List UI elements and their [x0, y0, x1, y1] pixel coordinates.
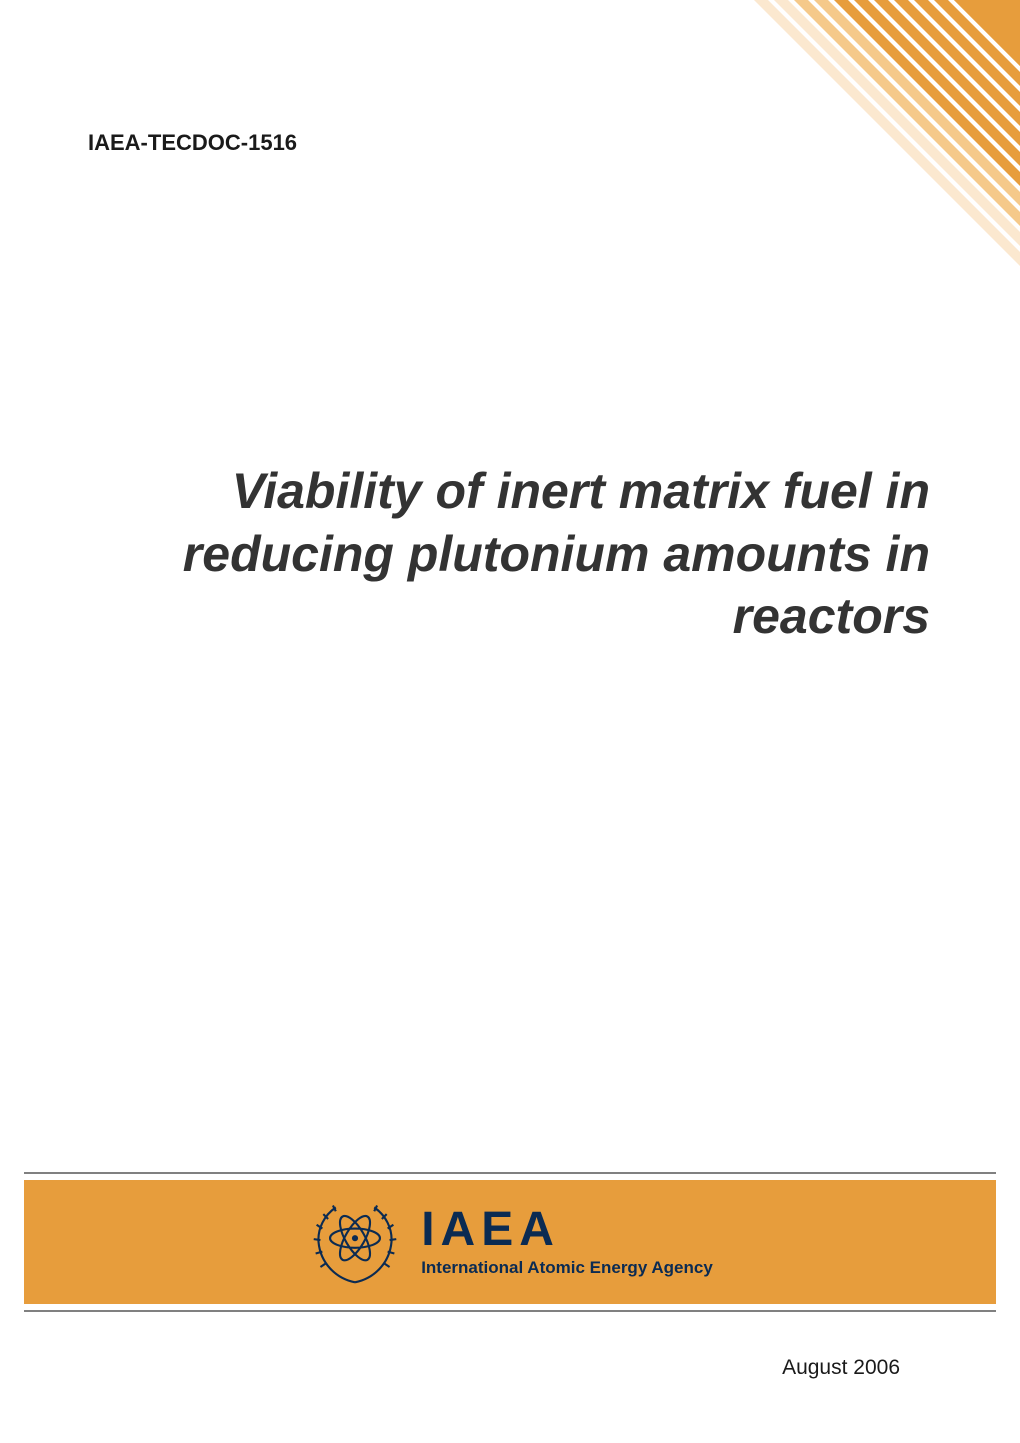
- document-id: IAEA-TECDOC-1516: [88, 130, 297, 156]
- banner-orange-bar: IAEA International Atomic Energy Agency: [24, 1180, 996, 1304]
- document-title: Viability of inert matrix fuel in reduci…: [90, 460, 930, 648]
- banner-rule-top: [24, 1172, 996, 1174]
- footer-banner: IAEA International Atomic Energy Agency: [0, 1172, 1020, 1312]
- org-acronym: IAEA: [421, 1206, 713, 1254]
- org-logo-block: IAEA International Atomic Energy Agency: [307, 1194, 713, 1290]
- publication-date: August 2006: [782, 1356, 900, 1380]
- org-logo-text: IAEA International Atomic Energy Agency: [421, 1206, 713, 1278]
- corner-stripes-decor: [520, 0, 1020, 500]
- banner-rule-bottom: [24, 1310, 996, 1312]
- org-full-name: International Atomic Energy Agency: [421, 1258, 713, 1278]
- iaea-emblem-icon: [307, 1194, 403, 1290]
